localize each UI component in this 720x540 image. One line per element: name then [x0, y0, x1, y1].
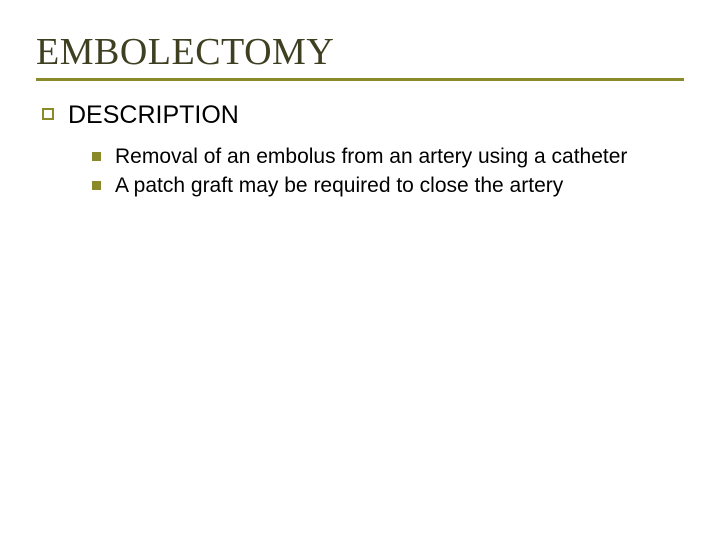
level1-label: DESCRIPTION [68, 101, 239, 130]
slide-title: EMBOLECTOMY [36, 30, 684, 81]
list-item: A patch graft may be required to close t… [92, 173, 684, 200]
level2-text: Removal of an embolus from an artery usi… [115, 144, 627, 171]
list-item: Removal of an embolus from an artery usi… [92, 144, 684, 171]
level1-item: DESCRIPTION [42, 101, 684, 130]
slide: EMBOLECTOMY DESCRIPTION Removal of an em… [0, 0, 720, 540]
hollow-square-bullet-icon [42, 108, 54, 120]
level2-list: Removal of an embolus from an artery usi… [92, 144, 684, 200]
square-bullet-icon [92, 181, 101, 190]
square-bullet-icon [92, 152, 101, 161]
level2-text: A patch graft may be required to close t… [115, 173, 563, 200]
